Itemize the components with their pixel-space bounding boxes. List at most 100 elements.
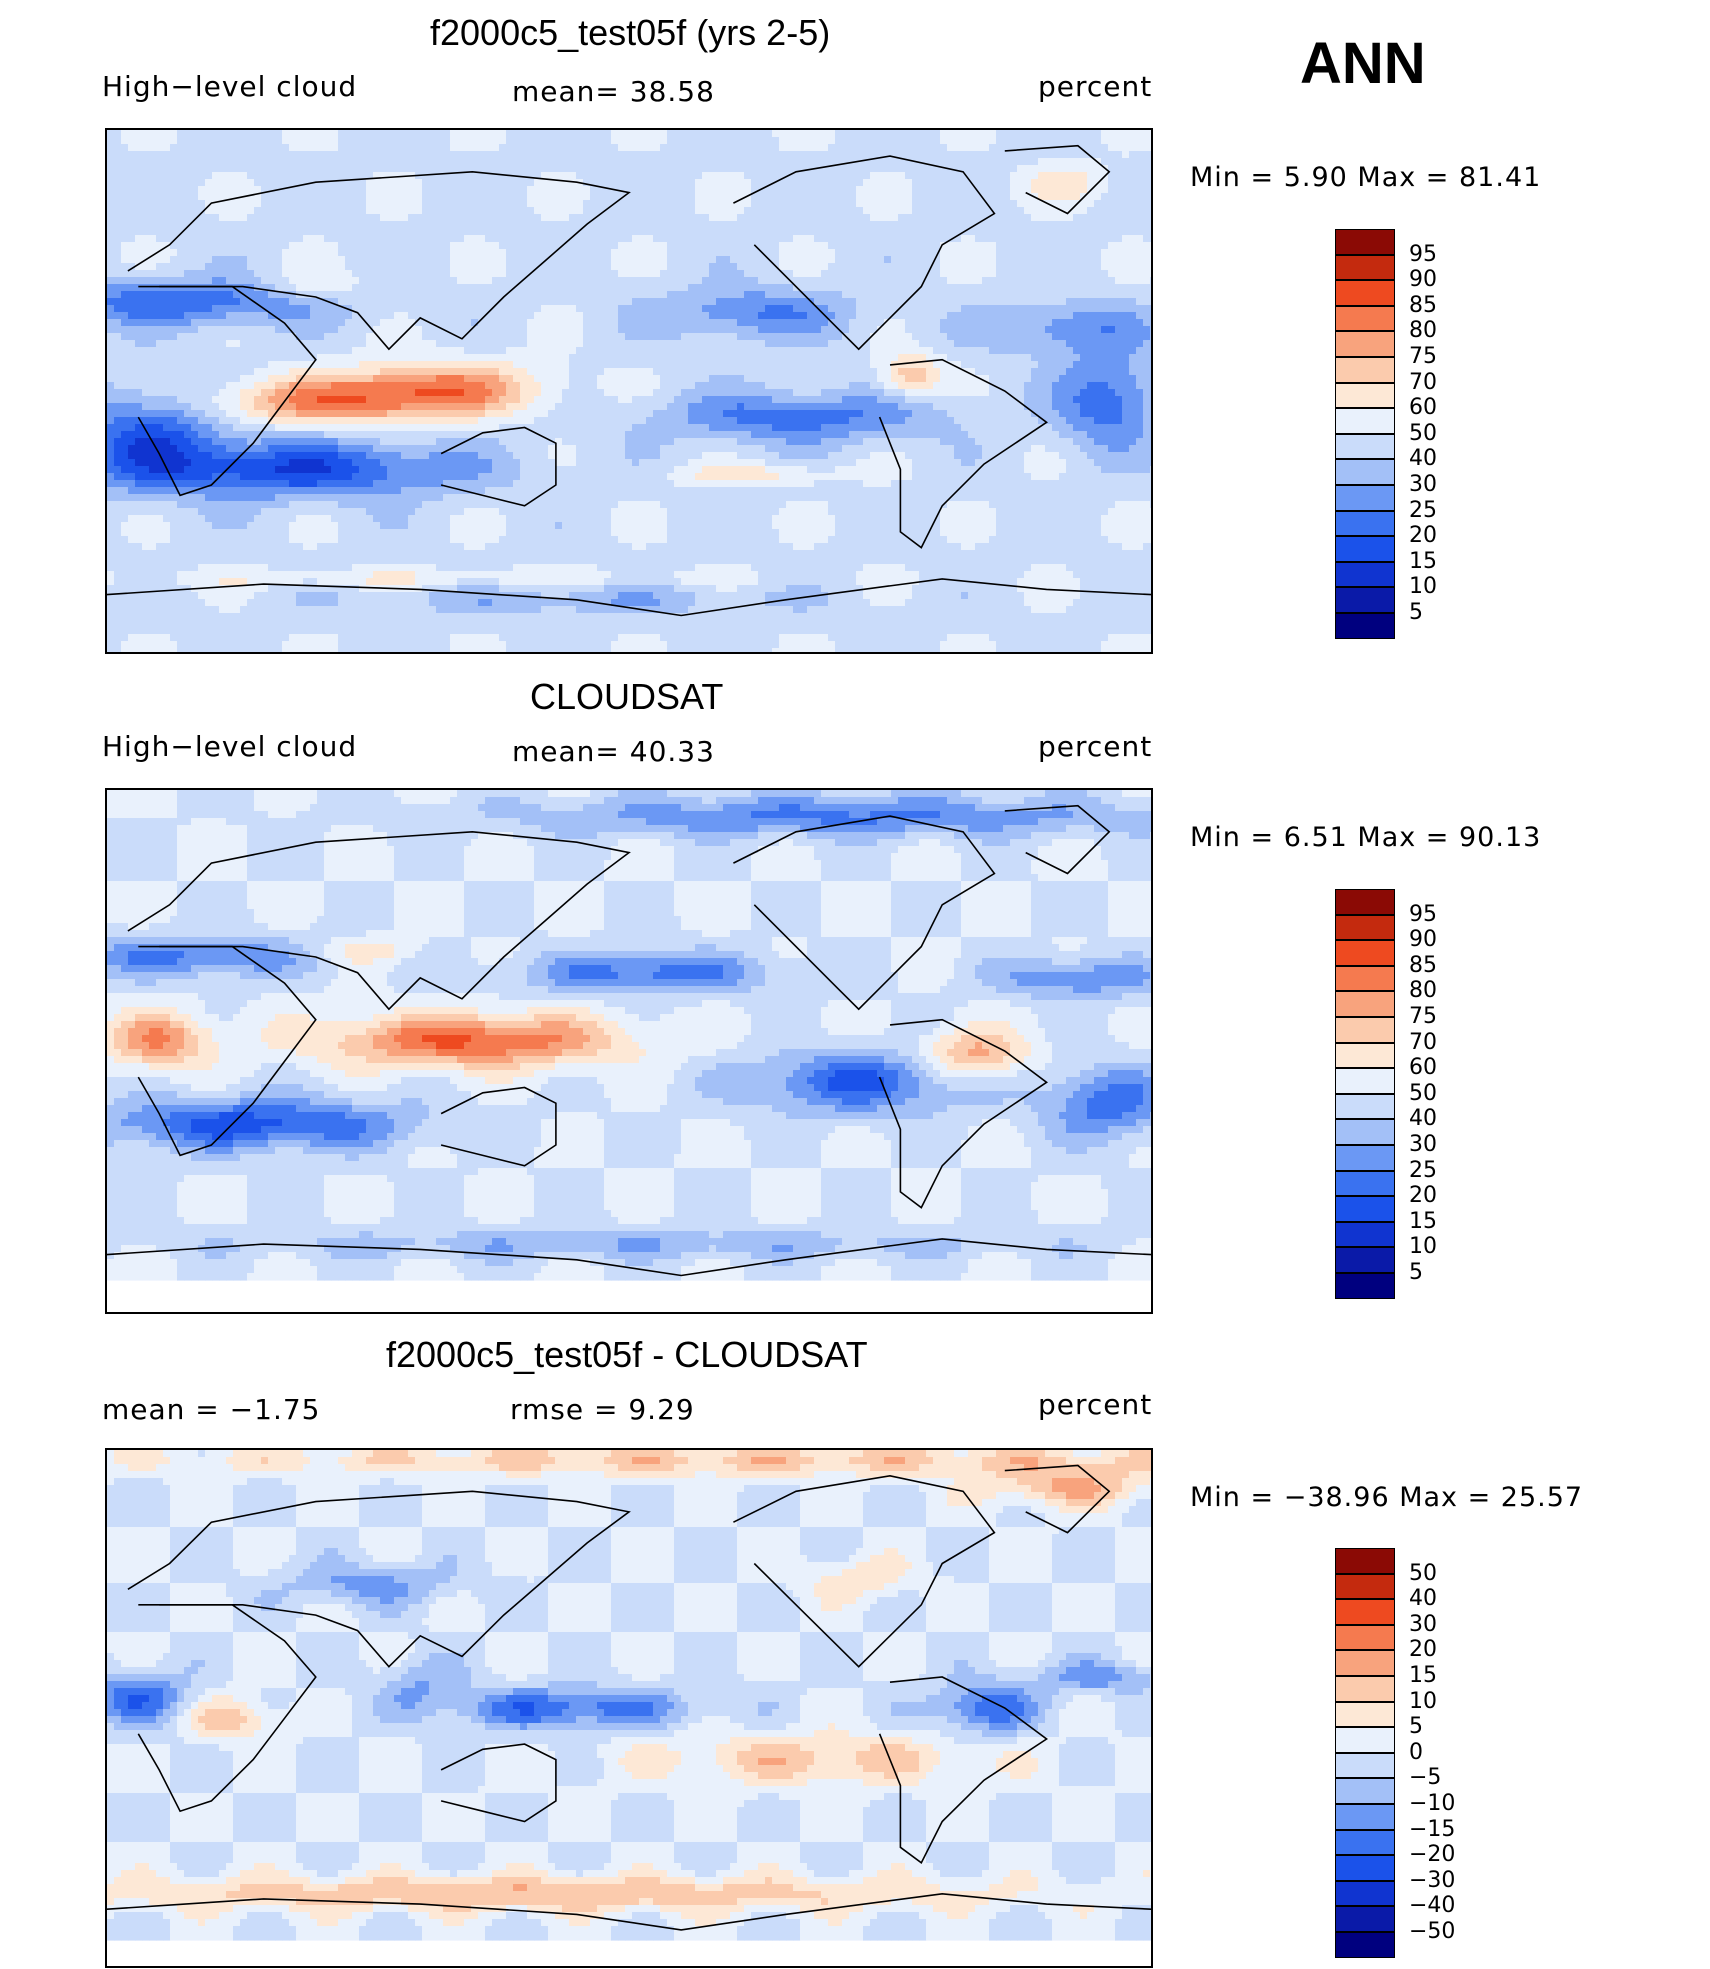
colorbar-label: 50 bbox=[1409, 1081, 1437, 1106]
coastline bbox=[440, 1743, 557, 1823]
colorbar-label: 85 bbox=[1409, 953, 1437, 978]
panel-diff-minmax: Min = −38.96 Max = 25.57 bbox=[1190, 1482, 1583, 1513]
colorbar-swatch bbox=[1335, 1273, 1395, 1299]
coastline bbox=[107, 578, 1151, 617]
colorbar-label: 85 bbox=[1409, 293, 1437, 318]
coastline bbox=[1004, 804, 1111, 875]
season-label: ANN bbox=[1300, 30, 1426, 97]
panel-diff-rmse: rmse = 9.29 bbox=[510, 1393, 695, 1426]
coastline bbox=[1004, 144, 1111, 215]
colorbar-label: 5 bbox=[1409, 1714, 1423, 1739]
map-obs bbox=[105, 788, 1153, 1314]
colorbar-label: 10 bbox=[1409, 1689, 1437, 1714]
coastline bbox=[107, 1238, 1151, 1277]
colorbar-swatch bbox=[1335, 1548, 1395, 1574]
colorbar-swatch bbox=[1335, 1880, 1395, 1907]
colorbar-swatch bbox=[1335, 280, 1395, 306]
colorbar-label: 5 bbox=[1409, 600, 1423, 625]
colorbar-label: 90 bbox=[1409, 267, 1437, 292]
colorbar-label: 30 bbox=[1409, 1612, 1437, 1637]
colorbar-swatch bbox=[1335, 305, 1395, 332]
colorbar-label: 20 bbox=[1409, 523, 1437, 548]
colorbar-swatch bbox=[1335, 1701, 1395, 1728]
colorbar-swatch bbox=[1335, 1676, 1395, 1702]
colorbar-label: 90 bbox=[1409, 927, 1437, 952]
colorbar-label: 95 bbox=[1409, 242, 1437, 267]
colorbar-swatch bbox=[1335, 1247, 1395, 1273]
panel-model-title: f2000c5_test05f (yrs 2-5) bbox=[430, 12, 830, 54]
colorbar-swatch bbox=[1335, 1932, 1395, 1958]
colorbar-label: 75 bbox=[1409, 1004, 1437, 1029]
colorbar-label: 10 bbox=[1409, 574, 1437, 599]
colorbar-label: 60 bbox=[1409, 395, 1437, 420]
coastline bbox=[127, 1490, 631, 1668]
panel-obs-title: CLOUDSAT bbox=[530, 676, 723, 718]
colorbar-swatch bbox=[1335, 1093, 1395, 1120]
colorbar-swatch bbox=[1335, 536, 1395, 562]
colorbar-label: 20 bbox=[1409, 1637, 1437, 1662]
panel-diff-title: f2000c5_test05f - CLOUDSAT bbox=[386, 1334, 868, 1376]
colorbar-label: 30 bbox=[1409, 472, 1437, 497]
panel-model-variable: High−level cloud bbox=[102, 70, 357, 103]
colorbar-label: −15 bbox=[1409, 1817, 1455, 1842]
colorbar-swatch bbox=[1335, 408, 1395, 434]
colorbar-swatch bbox=[1335, 357, 1395, 383]
coastline bbox=[107, 1892, 1151, 1931]
panel-obs-mean: mean= 40.33 bbox=[512, 735, 715, 768]
coastline bbox=[440, 1086, 557, 1167]
colorbar-label: 75 bbox=[1409, 344, 1437, 369]
colorbar-label: 70 bbox=[1409, 1030, 1437, 1055]
coastline bbox=[137, 1604, 317, 1813]
colorbar-label: 30 bbox=[1409, 1132, 1437, 1157]
colorbar-swatch bbox=[1335, 991, 1395, 1017]
coastline bbox=[878, 358, 1048, 549]
coastline bbox=[1004, 1464, 1111, 1534]
colorbar-swatch bbox=[1335, 889, 1395, 915]
colorbar-swatch bbox=[1335, 1145, 1395, 1171]
colorbar-swatch bbox=[1335, 587, 1395, 613]
colorbar-swatch bbox=[1335, 229, 1395, 255]
colorbar-swatch bbox=[1335, 433, 1395, 460]
map-diff bbox=[105, 1448, 1153, 1968]
colorbar-swatch bbox=[1335, 459, 1395, 485]
coastline bbox=[733, 815, 996, 1011]
colorbar-label: 5 bbox=[1409, 1260, 1423, 1285]
panel-model-minmax: Min = 5.90 Max = 81.41 bbox=[1190, 162, 1541, 193]
colorbar-label: −5 bbox=[1409, 1765, 1441, 1790]
colorbar-swatch bbox=[1335, 485, 1395, 511]
panel-model-units: percent bbox=[1038, 70, 1152, 103]
colorbar-swatch bbox=[1335, 1906, 1395, 1932]
coastline bbox=[878, 1676, 1048, 1865]
colorbar-label: −30 bbox=[1409, 1868, 1455, 1893]
colorbar-label: 25 bbox=[1409, 498, 1437, 523]
coastline bbox=[127, 170, 631, 351]
colorbar-swatch bbox=[1335, 1170, 1395, 1197]
coastline bbox=[440, 426, 557, 507]
colorbar-label: 25 bbox=[1409, 1158, 1437, 1183]
colorbar-swatch bbox=[1335, 561, 1395, 588]
colorbar-label: −20 bbox=[1409, 1842, 1455, 1867]
panel-obs-minmax: Min = 6.51 Max = 90.13 bbox=[1190, 822, 1541, 853]
colorbar-swatch bbox=[1335, 1017, 1395, 1043]
colorbar-swatch bbox=[1335, 613, 1395, 639]
colorbar-label: 15 bbox=[1409, 1663, 1437, 1688]
coastline bbox=[137, 285, 317, 497]
colorbar-label: 50 bbox=[1409, 421, 1437, 446]
colorbar-label: 15 bbox=[1409, 1209, 1437, 1234]
coastline bbox=[733, 155, 996, 351]
colorbar-swatch bbox=[1335, 1829, 1395, 1856]
colorbar-label: 0 bbox=[1409, 1740, 1423, 1765]
colorbar-label: 95 bbox=[1409, 902, 1437, 927]
colorbar-label: 50 bbox=[1409, 1561, 1437, 1586]
colorbar-swatch bbox=[1335, 1196, 1395, 1222]
panel-model-mean: mean= 38.58 bbox=[512, 75, 715, 108]
colorbar-swatch bbox=[1335, 940, 1395, 966]
colorbar-swatch bbox=[1335, 1119, 1395, 1145]
colorbar-label: 20 bbox=[1409, 1183, 1437, 1208]
colorbar-label: 40 bbox=[1409, 1106, 1437, 1131]
panel-diff-mean: mean = −1.75 bbox=[102, 1393, 320, 1426]
colorbar-label: 40 bbox=[1409, 1586, 1437, 1611]
colorbar-label: 80 bbox=[1409, 978, 1437, 1003]
colorbar-label: 40 bbox=[1409, 446, 1437, 471]
colorbar-label: 15 bbox=[1409, 549, 1437, 574]
